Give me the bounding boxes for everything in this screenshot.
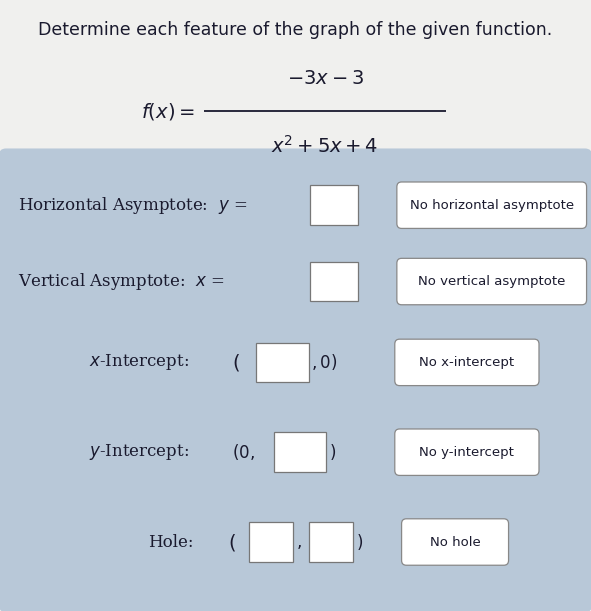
Text: $, 0)$: $, 0)$ <box>311 353 337 372</box>
Text: $($: $($ <box>228 532 237 552</box>
Text: Horizontal Asymptote:  $y$ =: Horizontal Asymptote: $y$ = <box>18 195 247 216</box>
FancyBboxPatch shape <box>274 433 326 472</box>
FancyBboxPatch shape <box>397 258 586 305</box>
Text: No y-intercept: No y-intercept <box>420 445 514 459</box>
FancyBboxPatch shape <box>310 262 358 301</box>
Text: $(0,$: $(0,$ <box>232 442 255 462</box>
Text: $-3x-3$: $-3x-3$ <box>287 69 363 88</box>
Text: $y$-Intercept:: $y$-Intercept: <box>89 442 189 462</box>
FancyBboxPatch shape <box>310 185 358 225</box>
Text: $)$: $)$ <box>356 532 363 552</box>
FancyBboxPatch shape <box>249 522 293 562</box>
Text: $($: $($ <box>232 352 241 373</box>
FancyBboxPatch shape <box>309 522 353 562</box>
FancyBboxPatch shape <box>395 429 539 475</box>
Text: $,$: $,$ <box>296 533 306 551</box>
FancyBboxPatch shape <box>397 182 586 229</box>
Text: No hole: No hole <box>430 535 480 549</box>
Text: No x-intercept: No x-intercept <box>420 356 514 369</box>
Text: Hole:: Hole: <box>148 533 193 551</box>
Text: Vertical Asymptote:  $x$ =: Vertical Asymptote: $x$ = <box>18 271 225 292</box>
FancyBboxPatch shape <box>0 148 591 611</box>
Text: $)$: $)$ <box>329 442 336 462</box>
FancyBboxPatch shape <box>402 519 508 565</box>
FancyBboxPatch shape <box>395 339 539 386</box>
Text: No horizontal asymptote: No horizontal asymptote <box>410 199 574 211</box>
Text: No vertical asymptote: No vertical asymptote <box>418 275 566 288</box>
Text: $f(x) =$: $f(x) =$ <box>141 101 195 122</box>
Text: $x^2+5x+4$: $x^2+5x+4$ <box>271 134 379 156</box>
FancyBboxPatch shape <box>256 343 309 382</box>
Text: $x$-Intercept:: $x$-Intercept: <box>89 353 189 372</box>
Text: Determine each feature of the graph of the given function.: Determine each feature of the graph of t… <box>38 21 553 39</box>
